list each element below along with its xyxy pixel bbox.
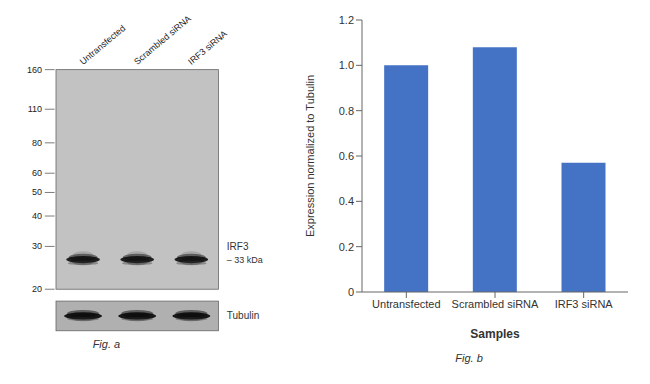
svg-text:Tubulin: Tubulin <box>227 310 259 321</box>
svg-text:110: 110 <box>28 104 42 114</box>
svg-text:30: 30 <box>32 241 42 251</box>
svg-text:0.4: 0.4 <box>339 195 354 207</box>
svg-text:Scrambled siRNA: Scrambled siRNA <box>452 298 539 310</box>
svg-text:IRF3 siRNA: IRF3 siRNA <box>186 29 229 67</box>
svg-text:Fig. a: Fig. a <box>93 338 121 350</box>
html-text:Fig. b: Fig. b <box>455 352 483 364</box>
svg-text:Scrambled siRNA: Scrambled siRNA <box>132 13 193 66</box>
svg-text:0.8: 0.8 <box>339 105 354 117</box>
svg-text:80: 80 <box>32 138 42 148</box>
svg-text:IRF3 siRNA: IRF3 siRNA <box>555 298 614 310</box>
svg-text:40: 40 <box>32 211 42 221</box>
svg-text:Expression normalized to Tubul: Expression normalized to Tubulin <box>304 75 316 237</box>
svg-text:0.6: 0.6 <box>339 150 354 162</box>
svg-text:Untransfected: Untransfected <box>78 23 127 67</box>
svg-text:160: 160 <box>27 65 42 75</box>
svg-text:0: 0 <box>348 286 354 298</box>
svg-text:IRF3: IRF3 <box>227 241 249 252</box>
svg-text:Samples: Samples <box>470 327 520 341</box>
svg-text:0.2: 0.2 <box>339 241 354 253</box>
svg-text:20: 20 <box>32 284 42 294</box>
svg-text:– 33 kDa: – 33 kDa <box>227 255 263 265</box>
svg-text:Untransfected: Untransfected <box>372 298 440 310</box>
svg-text:60: 60 <box>32 168 42 178</box>
svg-text:1.2: 1.2 <box>339 14 354 26</box>
svg-text:1.0: 1.0 <box>339 59 354 71</box>
svg-text:50: 50 <box>32 187 42 197</box>
